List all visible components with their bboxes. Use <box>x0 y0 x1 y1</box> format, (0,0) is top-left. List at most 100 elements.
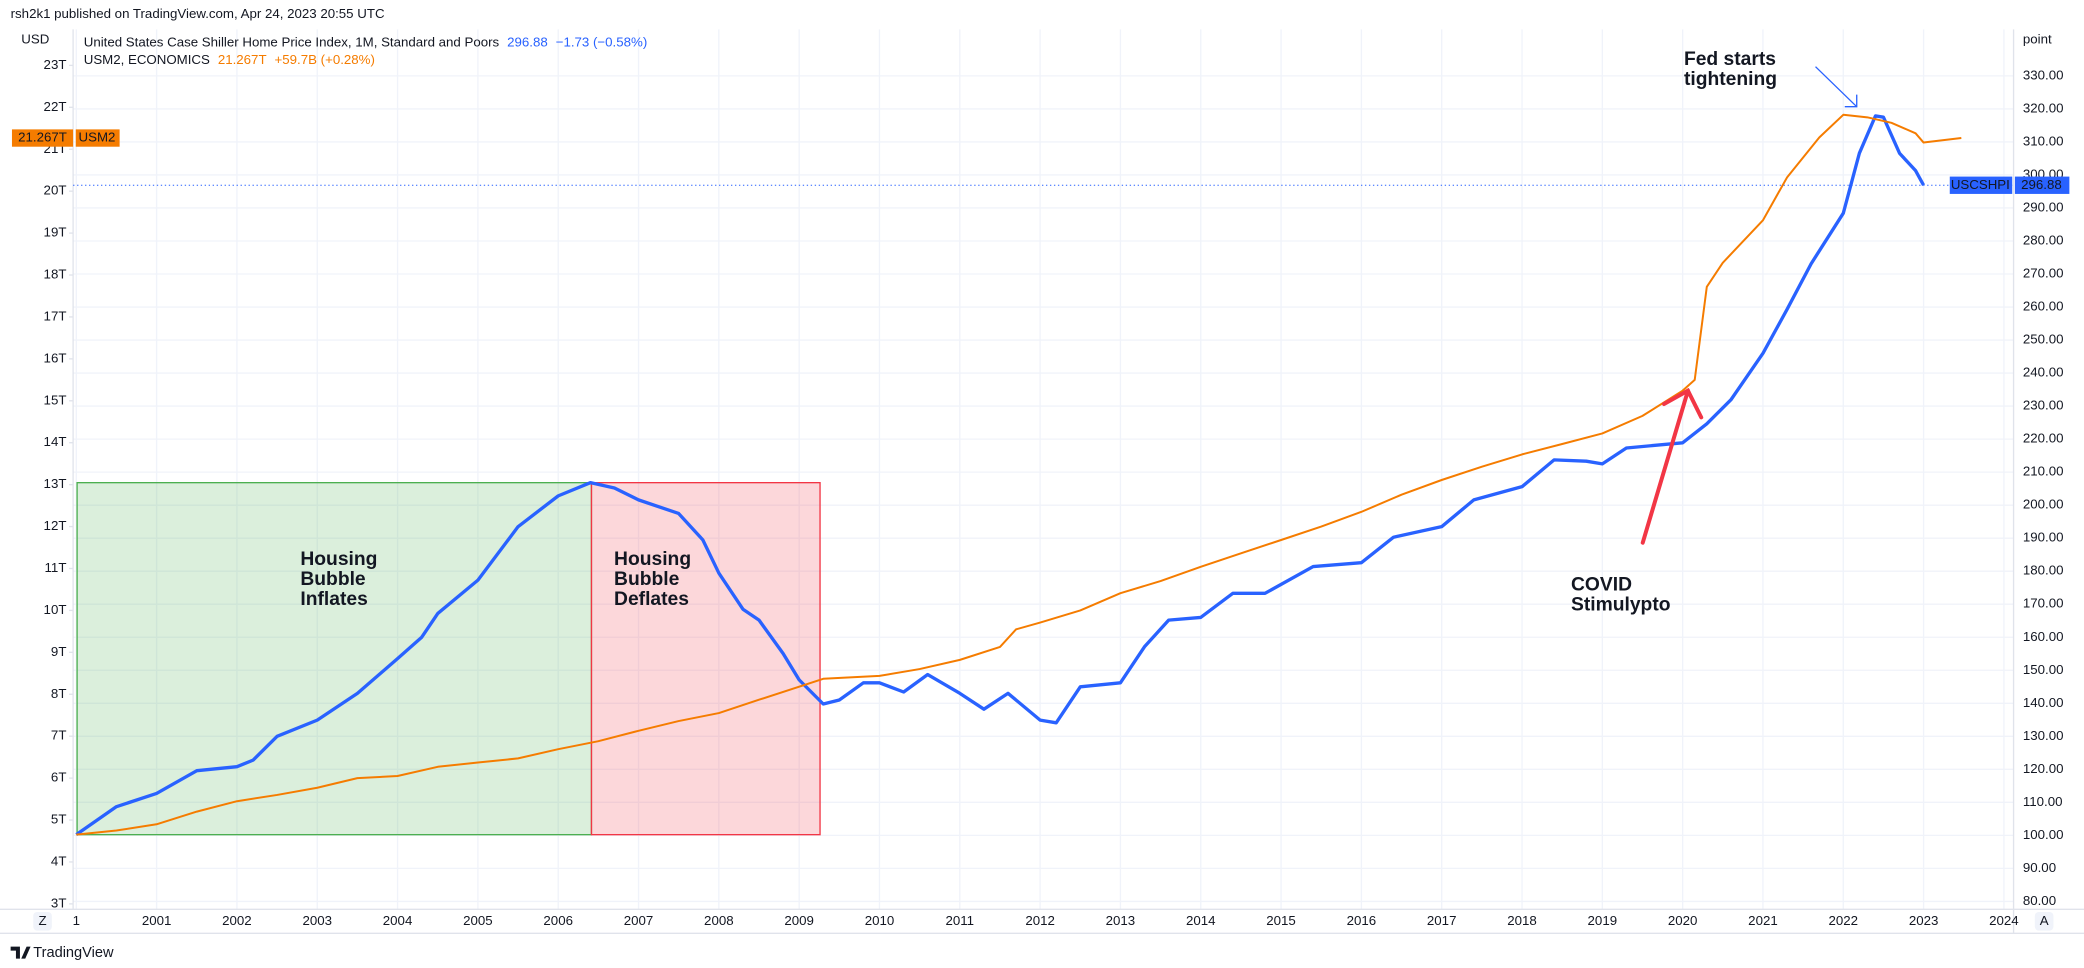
y2-tick-label: 130.00 <box>2023 728 2064 743</box>
y2-tick-label: 180.00 <box>2023 563 2064 578</box>
series-line <box>75 114 1926 837</box>
y-tick-label: 23T <box>44 57 67 72</box>
y2-tick-label: 140.00 <box>2023 695 2064 710</box>
annotation-line: Inflates <box>300 589 367 610</box>
x-tick-label: 2018 <box>1507 913 1537 928</box>
y-unit: USD <box>21 32 49 47</box>
x-tick-label: 2011 <box>946 913 975 928</box>
symbol-badge <box>1949 176 2013 194</box>
inflate-box <box>76 482 593 836</box>
annotation-line: Stimulypto <box>1571 594 1671 615</box>
y2-tick-label: 250.00 <box>2023 332 2064 347</box>
symbol-badge-label: USCSHPI <box>1951 177 2010 192</box>
y2-tick-label: 170.00 <box>2023 596 2064 611</box>
covid-arrow <box>1640 387 1704 545</box>
y-tick-label: 18T <box>44 267 67 282</box>
y-tick-label: 13T <box>44 476 67 491</box>
fed-arrow <box>1815 66 1858 108</box>
annotation-line: Fed starts <box>1684 49 1776 70</box>
x-tick-label: 2003 <box>302 913 332 928</box>
annotation-line: Housing <box>300 549 377 570</box>
legend-value: 296.88 <box>507 34 548 49</box>
auto-button[interactable] <box>2034 912 2054 931</box>
value-badge-label: 296.88 <box>2021 177 2062 192</box>
y2-tick-label: 270.00 <box>2023 266 2064 281</box>
y2-tick-label: 320.00 <box>2023 100 2064 115</box>
series-line <box>76 113 1962 836</box>
deflate-box <box>590 482 821 836</box>
y2-tick-label: 150.00 <box>2023 662 2064 677</box>
annotation-line: Bubble <box>614 569 680 590</box>
x-tick-label: 2021 <box>1748 913 1778 928</box>
y-tick-label: 5T <box>51 812 67 827</box>
scale-button[interactable] <box>33 912 52 931</box>
x-tick-label: 2017 <box>1427 913 1457 928</box>
y2-tick-label: 90.00 <box>2023 860 2056 875</box>
annotation: Fed starts tightening <box>1684 49 1777 90</box>
y2-tick-label: 210.00 <box>2023 464 2064 479</box>
legend-change: +59.7B (+0.28%) <box>275 52 375 67</box>
y-tick-label: 11T <box>45 560 67 575</box>
x-tick-label: 2015 <box>1266 913 1296 928</box>
y2-tick-label: 240.00 <box>2023 365 2064 380</box>
y2-tick-label: 310.00 <box>2023 133 2064 148</box>
y2-tick-label: 220.00 <box>2023 431 2064 446</box>
legend-name: United States Case Shiller Home Price In… <box>84 34 500 49</box>
y2-tick-label: 290.00 <box>2023 199 2064 214</box>
x-tick-label: 2023 <box>1909 913 1939 928</box>
y2-tick-label: 80.00 <box>2023 893 2056 908</box>
scale-button-label[interactable]: Z <box>38 913 46 928</box>
x-tick-label: 2022 <box>1829 913 1859 928</box>
x-tick-label: 2004 <box>383 913 413 928</box>
grid <box>73 29 2014 910</box>
annotation-line: COVID <box>1571 574 1632 595</box>
y-tick-label: 17T <box>44 308 67 323</box>
y-tick-label: 7T <box>51 728 67 743</box>
y-tick-label: 10T <box>44 602 67 617</box>
x-tick-label: 2012 <box>1025 913 1055 928</box>
legend-value: 21.267T <box>218 52 267 67</box>
series-layer <box>75 113 1962 837</box>
x-tick-label: 2016 <box>1347 913 1377 928</box>
y-tick-label: 9T <box>51 644 67 659</box>
y-tick-label: 12T <box>44 518 67 533</box>
y2-tick-label: 190.00 <box>2023 530 2064 545</box>
legend-entry: USM2, ECONOMICS 21.267T +59.7B (+0.28%) <box>84 52 375 67</box>
y-tick-label: 14T <box>44 434 67 449</box>
x-tick-label: 2005 <box>463 913 493 928</box>
annotation: Housing Bubble Inflates <box>300 549 377 610</box>
y2-tick-label: 230.00 <box>2023 398 2064 413</box>
x-tick-label: 2002 <box>222 913 252 928</box>
x-tick-label: 2006 <box>543 913 573 928</box>
x-tick-label: 2014 <box>1186 913 1216 928</box>
y-tick-label: 3T <box>51 895 67 910</box>
y-tick-label: 22T <box>44 99 67 114</box>
published-note: rsh2k1 published on TradingView.com, Apr… <box>11 6 385 21</box>
value-badge <box>11 129 74 147</box>
annotation-line: Deflates <box>614 589 689 610</box>
brand: TradingView <box>33 945 114 961</box>
auto-button-label[interactable]: A <box>2040 913 2049 928</box>
legend-change: −1.73 (−0.58%) <box>556 34 648 49</box>
x-tick-label: 1 <box>73 913 80 928</box>
value-badge-label: 21.267T <box>18 130 67 145</box>
annotation-line: Housing <box>614 549 691 570</box>
y2-tick-label: 280.00 <box>2023 232 2064 247</box>
x-tick-label: 2020 <box>1668 913 1698 928</box>
symbol-badge <box>75 129 120 147</box>
x-tick-label: 2019 <box>1588 913 1618 928</box>
x-tick-label: 2007 <box>624 913 654 928</box>
x-tick-label: 2024 <box>1989 913 2019 928</box>
legend-name: USM2, ECONOMICS <box>84 52 210 67</box>
y-tick-label: 19T <box>44 225 67 240</box>
x-tick-label: 2008 <box>704 913 734 928</box>
annotation-line: tightening <box>1684 69 1777 90</box>
y2-tick-label: 260.00 <box>2023 299 2064 314</box>
x-tick-label: 2009 <box>784 913 814 928</box>
y-tick-label: 6T <box>51 770 67 785</box>
annotation: COVID Stimulypto <box>1571 574 1671 615</box>
y2-unit: point <box>2023 32 2052 47</box>
y-tick-label: 16T <box>44 350 67 365</box>
